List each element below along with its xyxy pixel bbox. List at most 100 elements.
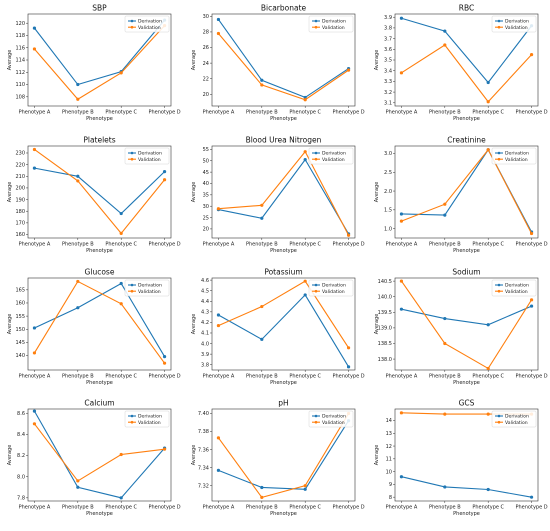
x-tick-label: Phenotype D — [149, 242, 181, 248]
y-tick-label: 4.3 — [201, 310, 209, 316]
legend-marker-derivation — [497, 283, 501, 287]
series-line-validation — [401, 148, 533, 234]
y-tick-label: 25 — [203, 215, 209, 221]
y-axis-label: Average — [191, 50, 197, 71]
chart-title: Bicarbonate — [261, 4, 307, 13]
x-tick-label: Phenotype A — [386, 374, 418, 380]
data-point-derivation — [260, 78, 264, 82]
x-tick-label: Phenotype A — [203, 242, 235, 248]
legend-box — [124, 410, 170, 428]
y-tick-label: 8.4 — [17, 432, 25, 438]
y-tick-label: 165 — [15, 288, 25, 294]
legend-marker-validation — [130, 157, 134, 161]
x-tick-label: Phenotype C — [105, 374, 137, 380]
x-tick-label: Phenotype D — [516, 374, 548, 380]
y-axis-label: Average — [7, 182, 13, 203]
y-tick-label: 3.4 — [384, 68, 392, 74]
data-point-validation — [119, 302, 123, 306]
data-point-validation — [529, 53, 534, 57]
legend-marker-validation — [314, 289, 318, 293]
chart-title: Platelets — [83, 136, 115, 145]
x-axis-label: Phenotype — [453, 116, 480, 122]
legend-marker-derivation — [130, 414, 134, 418]
y-axis-label: Average — [374, 50, 380, 71]
chart-title: Sodium — [452, 268, 480, 277]
legend-box — [124, 15, 170, 33]
x-axis-label: Phenotype — [86, 511, 113, 517]
data-point-validation — [216, 436, 221, 440]
plot-area-frame — [211, 145, 356, 239]
plot-area-frame — [394, 408, 539, 502]
plot-area-frame — [211, 277, 356, 371]
x-axis-label: Phenotype — [270, 248, 297, 254]
legend-label: Validation — [138, 157, 161, 163]
plot-area-frame — [27, 408, 172, 502]
plot-area-frame — [27, 145, 172, 239]
legend-box — [308, 279, 354, 297]
y-tick-label: 3.0 — [384, 151, 392, 157]
x-tick-label: Phenotype A — [203, 374, 235, 380]
x-tick-label: Phenotype D — [333, 242, 365, 248]
y-tick-label: 3.6 — [384, 47, 392, 53]
y-tick-label: 3.2 — [384, 90, 392, 96]
y-tick-label: 26 — [203, 45, 209, 51]
y-tick-label: 4.0 — [201, 341, 209, 347]
series-line-derivation — [217, 19, 349, 99]
legend-label: Derivation — [505, 19, 529, 25]
x-tick-label: Phenotype C — [472, 374, 504, 380]
data-point-validation — [303, 484, 307, 488]
y-tick-label: 20 — [203, 227, 209, 233]
data-point-derivation — [216, 468, 221, 472]
data-point-derivation — [399, 16, 404, 20]
y-tick-label: 112 — [15, 70, 25, 76]
series-line-derivation — [218, 420, 350, 490]
legend-box — [308, 147, 354, 165]
x-tick-label: Phenotype A — [203, 505, 235, 511]
x-axis-label: Phenotype — [270, 380, 297, 386]
legend-box — [124, 147, 170, 165]
chart-panel-ph: pH 7.32 7.34 7.36 7.38 7.40 Phenotype A Phenoty… — [191, 399, 365, 518]
x-tick-label: Phenotype B — [62, 505, 94, 511]
y-axis-label: Average — [191, 182, 197, 203]
y-tick-label: 139.5 — [378, 310, 392, 316]
x-tick-label: Phenotype A — [19, 505, 51, 511]
y-tick-label: 7.38 — [198, 429, 209, 435]
x-tick-label: Phenotype B — [246, 374, 278, 380]
data-point-derivation — [303, 487, 307, 491]
data-point-validation — [32, 147, 37, 152]
x-tick-label: Phenotype B — [429, 505, 461, 511]
data-point-validation — [162, 361, 167, 365]
y-tick-label: 110 — [15, 82, 25, 88]
y-tick-label: 7.32 — [198, 483, 209, 489]
legend-marker-validation — [314, 157, 318, 161]
series-line-validation — [33, 280, 166, 364]
plot-area-frame — [211, 408, 356, 502]
data-point-derivation — [260, 216, 264, 220]
data-point-derivation — [399, 212, 404, 216]
y-tick-label: 120 — [15, 21, 25, 27]
y-tick-label: 180 — [15, 209, 25, 215]
series-line-validation — [34, 25, 165, 100]
data-point-validation — [399, 279, 404, 283]
series-line-validation — [218, 150, 350, 236]
legend-label: Derivation — [505, 283, 529, 289]
y-tick-label: 2.5 — [384, 170, 392, 176]
data-point-derivation — [443, 213, 447, 217]
x-tick-label: Phenotype C — [105, 505, 137, 511]
legend-marker-derivation — [314, 414, 318, 418]
y-tick-label: 28 — [203, 30, 209, 36]
legend-label: Derivation — [505, 151, 529, 157]
y-tick-label: 4.6 — [201, 278, 209, 284]
y-tick-label: 140 — [15, 353, 25, 359]
data-point-derivation — [443, 316, 447, 321]
legend-label: Validation — [322, 289, 345, 295]
x-axis-label: Phenotype — [270, 511, 297, 517]
data-point-validation — [76, 179, 80, 183]
y-tick-label: 30 — [203, 204, 209, 210]
x-tick-label: Phenotype C — [105, 242, 137, 248]
data-point-validation — [32, 47, 37, 51]
data-point-derivation — [76, 174, 80, 178]
y-tick-label: 7.8 — [17, 496, 25, 502]
y-tick-label: 200 — [15, 186, 25, 192]
